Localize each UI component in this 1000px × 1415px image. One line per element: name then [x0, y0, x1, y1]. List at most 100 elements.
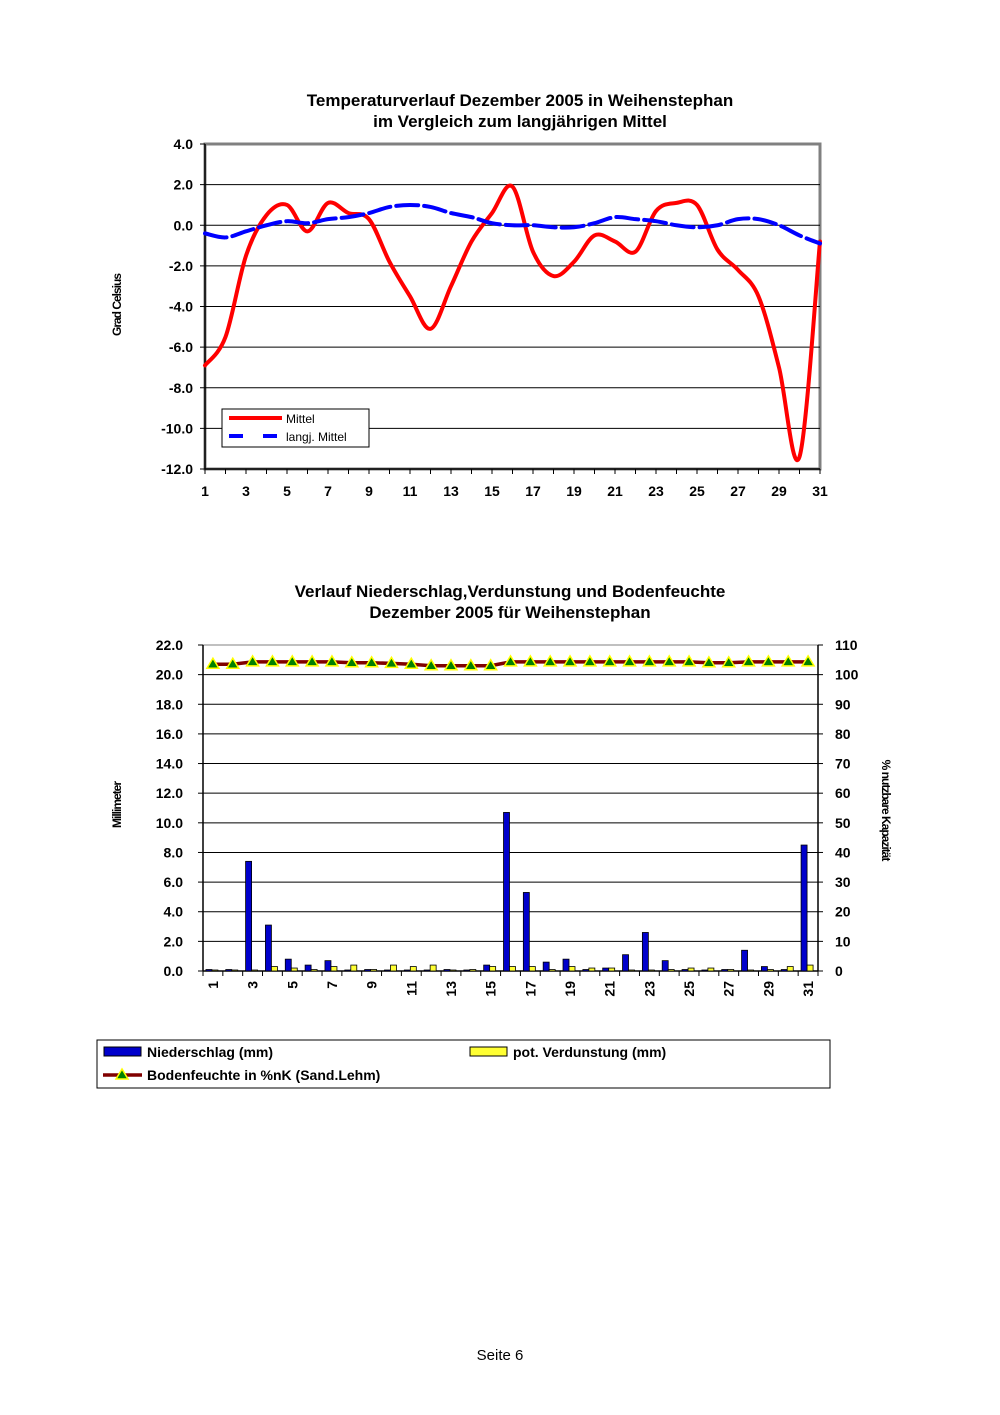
- x-tick-label: 1: [201, 483, 209, 499]
- soil-moisture-marker: [304, 654, 320, 667]
- x-tick-label: 19: [562, 981, 578, 997]
- y-tick-label: 6.0: [164, 874, 184, 890]
- y2-tick-label: 80: [835, 726, 851, 742]
- legend: Niederschlag (mm) pot. Verdunstung (mm) Bo…: [96, 1039, 831, 1089]
- y-axis-label: Grad Celsius: [110, 273, 124, 336]
- precipitation-bar: [542, 961, 550, 972]
- evaporation-bar: [548, 969, 556, 972]
- precipitation-bar: [324, 960, 332, 972]
- evaporation-bar: [231, 969, 239, 972]
- evaporation-bar: [509, 966, 516, 972]
- chart-subtitle: Dezember 2005 für Weihenstephan: [369, 603, 650, 622]
- precipitation-bar: [622, 954, 629, 972]
- precipitation-bar: [463, 969, 471, 972]
- evaporation-bar: [211, 969, 219, 972]
- soil-moisture-marker: [403, 656, 419, 670]
- soil-moisture-marker: [205, 656, 221, 670]
- evaporation-bar: [449, 969, 457, 972]
- x-tick-label: 15: [484, 483, 500, 499]
- soil-moisture-marker: [265, 654, 280, 667]
- soil-moisture-marker: [344, 655, 360, 668]
- evaporation-bar: [310, 969, 318, 972]
- y2-tick-label: 60: [835, 785, 851, 801]
- y2-tick-label: 30: [835, 874, 851, 890]
- legend-label: Mittel: [286, 412, 315, 426]
- legend-label: pot. Verdunstung (mm): [513, 1044, 666, 1060]
- y-tick-label: -6.0: [169, 339, 193, 355]
- y-tick-label: 16.0: [156, 726, 183, 742]
- precipitation-bar: [681, 969, 689, 972]
- x-tick-label: 13: [443, 483, 459, 499]
- precipitation-bar: [522, 892, 530, 972]
- y2-tick-label: 110: [835, 637, 858, 653]
- evaporation-bar: [568, 966, 576, 972]
- evaporation-bar: [350, 964, 358, 972]
- legend-label: langj. Mittel: [286, 430, 347, 444]
- soil-moisture-marker: [523, 654, 538, 667]
- evaporation-bar: [647, 969, 655, 972]
- precipitation-bar: [661, 960, 669, 972]
- soil-moisture-marker: [562, 654, 578, 667]
- x-tick-label: 23: [648, 483, 664, 499]
- y-axis-label: Millimeter: [110, 781, 124, 828]
- chart-subtitle: im Vergleich zum langjährigen Mittel: [373, 112, 667, 131]
- soil-moisture-marker: [463, 658, 479, 671]
- legend-box: [96, 1039, 831, 1089]
- y2-tick-label: 10: [835, 933, 851, 949]
- y2-axis-label: % nutzbare Kapazität: [879, 760, 893, 862]
- x-tick-label: 25: [681, 981, 697, 997]
- soil-moisture-marker: [245, 654, 260, 667]
- y-tick-label: 2.0: [164, 933, 184, 949]
- y-tick-label: -4.0: [169, 299, 193, 315]
- soil-moisture-marker: [284, 654, 300, 667]
- y2-tick-label: 50: [835, 815, 851, 831]
- x-tick-label: 27: [721, 981, 737, 997]
- evaporation-bar: [806, 964, 814, 972]
- soil-moisture-marker: [701, 655, 717, 668]
- x-tick-label: 3: [242, 483, 250, 499]
- x-tick-label: 15: [483, 981, 499, 997]
- y-tick-label: 22.0: [156, 637, 183, 653]
- y2-tick-label: 100: [835, 667, 859, 683]
- y2-tick-label: 0: [835, 963, 843, 979]
- precipitation-bar: [582, 969, 590, 972]
- evaporation-bar: [747, 969, 754, 972]
- precipitation-bar: [503, 812, 510, 972]
- y-tick-label: 4.0: [164, 904, 184, 920]
- x-tick-label: 5: [283, 483, 291, 499]
- precipitation-chart: Verlauf Niederschlag,Verdunstung und Bod…: [96, 582, 893, 1089]
- x-tick-label: 1: [205, 981, 221, 989]
- y-tick-label: 4.0: [174, 136, 194, 152]
- evaporation-bar: [251, 969, 258, 972]
- y-tick-label: 0.0: [164, 963, 184, 979]
- legend-label: Bodenfeuchte in %nK (Sand.Lehm): [147, 1067, 380, 1083]
- legend-box: [221, 408, 370, 448]
- evaporation-bar: [390, 964, 397, 972]
- precipitation-bar: [562, 958, 570, 972]
- evaporation-bar: [687, 967, 695, 972]
- soil-moisture-marker: [423, 658, 439, 671]
- precipitation-bar: [384, 969, 391, 972]
- x-tick-label: 25: [689, 483, 705, 499]
- precipitation-bar: [443, 969, 451, 972]
- precipitation-bar: [284, 958, 292, 972]
- soil-moisture-marker: [681, 654, 697, 667]
- precipitation-bar: [205, 969, 213, 972]
- soil-moisture-marker: [503, 654, 518, 667]
- evaporation-bar: [608, 967, 616, 972]
- soil-moisture-marker: [780, 654, 796, 667]
- evaporation-bar: [429, 964, 437, 972]
- legend: Mittel langj. Mittel: [221, 408, 370, 448]
- x-tick-label: 21: [607, 483, 623, 499]
- x-tick-label: 31: [812, 483, 828, 499]
- y2-tick-label: 40: [835, 844, 851, 860]
- soil-moisture-marker: [800, 654, 816, 667]
- evaporation-bar: [409, 966, 417, 972]
- x-tick-label: 31: [800, 981, 816, 997]
- chart-title: Verlauf Niederschlag,Verdunstung und Bod…: [295, 582, 726, 601]
- y-tick-label: 10.0: [156, 815, 183, 831]
- soil-moisture-marker: [364, 655, 379, 668]
- x-tick-label: 7: [324, 483, 332, 499]
- x-tick-label: 29: [760, 981, 776, 997]
